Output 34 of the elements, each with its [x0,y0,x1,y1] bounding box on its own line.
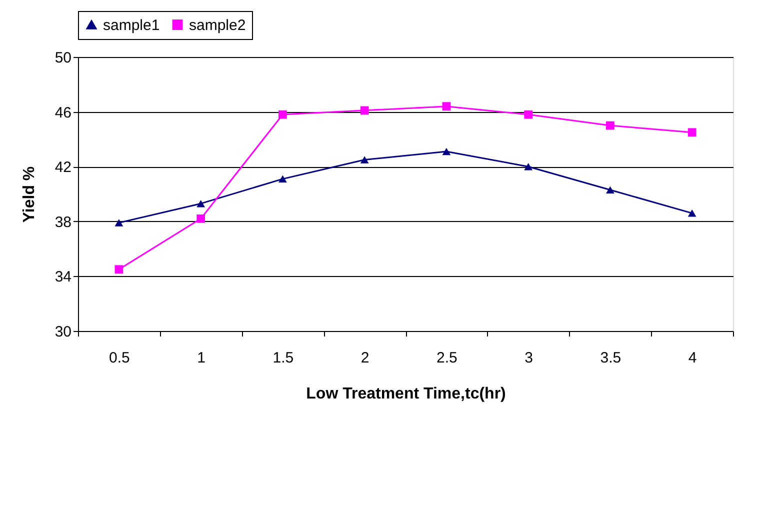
x-tick-label: 4 [688,350,697,366]
y-tick-label: 38 [54,214,72,231]
point [688,128,696,137]
point [114,219,124,226]
point [606,186,614,194]
x-tick-label: 1 [197,350,206,366]
point [196,200,205,208]
x-tick-label: 2 [360,350,370,366]
y-tick-label: 30 [54,324,72,340]
y-tick-label: 42 [54,159,72,176]
point [278,175,287,183]
point [524,162,532,170]
y-tick-label: 50 [54,50,72,66]
y-tick-label: 46 [54,104,72,122]
point [278,110,287,119]
point [360,156,369,164]
point [196,214,205,223]
point [114,265,124,274]
legend-label: sample2 [189,16,246,34]
point [524,110,532,119]
point [442,148,451,156]
legend-label: sample1 [103,16,160,34]
x-tick-label: 1.5 [272,350,294,366]
y-tick-label: 34 [54,268,72,286]
x-tick-label: 0.5 [109,350,130,366]
point [688,210,696,217]
y-axis-title: Yield % [20,166,38,223]
x-axis-title: Low Treatment Time,tc(hr) [306,386,506,402]
point [606,121,614,130]
point [442,102,451,111]
x-tick-label: 3 [524,350,533,366]
x-tick-label: 2.5 [436,350,458,366]
x-tick-label: 3.5 [600,350,622,366]
point [360,106,369,115]
